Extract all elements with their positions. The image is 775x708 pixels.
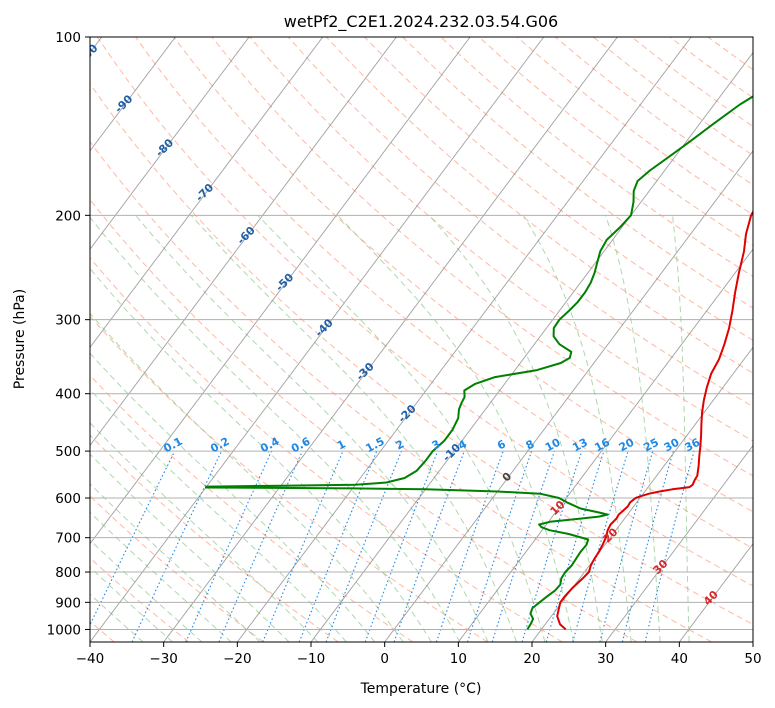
y-axis: 1000 900 800 700 600 500 400 300 200 100 bbox=[47, 30, 90, 638]
y-tick-label: 100 bbox=[55, 30, 81, 46]
plot-area: 0.10.20.40.611.52346810131620253036-100-… bbox=[72, 37, 753, 642]
moist-adiabat-line bbox=[428, 214, 603, 642]
mixing-ratio-line bbox=[364, 450, 439, 642]
x-tick-label: 40 bbox=[671, 651, 688, 667]
mixing-ratio-line bbox=[621, 450, 674, 642]
dry-adiabat-line bbox=[90, 257, 563, 642]
mixing-ratio-line bbox=[572, 450, 629, 642]
line-labels: 0.10.20.40.611.52346810131620253036-100-… bbox=[72, 41, 721, 608]
moist-adiabat-line bbox=[90, 422, 319, 642]
y-tick-label: 500 bbox=[55, 444, 81, 460]
mixing-ratio-label: 10 bbox=[543, 436, 563, 455]
mixing-ratio-label: 30 bbox=[662, 436, 682, 455]
pressure-gridlines bbox=[90, 37, 753, 630]
moist-adiabat-line bbox=[522, 215, 632, 642]
moist-adiabat-line bbox=[337, 214, 575, 642]
isotherm-line bbox=[90, 37, 324, 349]
isotherm-line bbox=[163, 37, 618, 642]
dry-adiabat-line bbox=[402, 37, 753, 309]
x-tick-label: −40 bbox=[76, 651, 105, 667]
mixing-ratio-line bbox=[218, 450, 303, 642]
x-tick-label: 30 bbox=[597, 651, 614, 667]
moist-adiabat-line bbox=[90, 566, 173, 642]
plot-frame bbox=[89, 36, 754, 643]
isotherm-line bbox=[531, 346, 753, 642]
dry-adiabat-line bbox=[90, 198, 638, 642]
dry-adiabat-line bbox=[90, 83, 753, 625]
y-tick-label: 800 bbox=[55, 565, 81, 581]
mixing-ratio-label: 36 bbox=[683, 436, 703, 455]
x-tick-label: −30 bbox=[149, 651, 178, 667]
x-tick-label: 0 bbox=[380, 651, 389, 667]
moist-adiabat-line bbox=[90, 216, 461, 642]
moist-adiabat-line bbox=[90, 593, 144, 642]
mixing-ratio-line bbox=[435, 450, 504, 642]
moist-adiabat-line bbox=[90, 539, 203, 642]
isotherm-line bbox=[90, 37, 545, 642]
x-tick-label: −20 bbox=[223, 651, 252, 667]
isotherm-line bbox=[90, 37, 397, 447]
dry-adiabat-line bbox=[90, 140, 712, 642]
isotherm-line bbox=[90, 37, 250, 250]
temperature-line bbox=[556, 209, 753, 631]
isotherm-line bbox=[90, 37, 471, 545]
y-tick-label: 400 bbox=[55, 387, 81, 403]
dry-adiabat-line bbox=[364, 37, 753, 341]
mixing-ratio-line bbox=[491, 450, 555, 642]
moist-adiabat-line bbox=[605, 215, 661, 642]
y-tick-label: 900 bbox=[55, 595, 81, 611]
dry-adiabat-line bbox=[173, 37, 753, 513]
dry-adiabat-line bbox=[96, 37, 753, 587]
moist-adiabat-line bbox=[90, 267, 432, 642]
y-axis-label: Pressure (hPa) bbox=[12, 289, 28, 389]
dry-adiabat-line bbox=[211, 37, 753, 477]
isotherm-line bbox=[384, 150, 753, 642]
x-tick-label: 10 bbox=[450, 651, 467, 667]
mixing-ratio-line bbox=[545, 450, 605, 642]
y-tick-label: 300 bbox=[55, 313, 81, 329]
moist-adiabat-line bbox=[90, 483, 261, 642]
moist-adiabat-line bbox=[90, 388, 347, 642]
moist-adiabat-line bbox=[672, 215, 690, 642]
mixing-ratio-label: 13 bbox=[570, 436, 590, 455]
x-tick-label: −10 bbox=[297, 651, 326, 667]
mixing-ratio-label: 25 bbox=[641, 436, 661, 455]
isotherms bbox=[90, 37, 753, 642]
mixing-ratio-line bbox=[466, 450, 533, 642]
y-tick-label: 200 bbox=[55, 208, 81, 224]
y-tick-label: 1000 bbox=[47, 622, 81, 638]
x-tick-label: 50 bbox=[744, 651, 761, 667]
dry-adiabat-line bbox=[249, 37, 753, 442]
isotherm-line bbox=[605, 444, 753, 642]
isotherm-line bbox=[90, 37, 176, 152]
sounding-series bbox=[204, 95, 753, 631]
mixing-ratio-line bbox=[298, 450, 378, 642]
x-axis-label: Temperature (°C) bbox=[360, 681, 482, 697]
moist-adiabat-line bbox=[90, 312, 404, 642]
mixing-ratio-label: 20 bbox=[617, 436, 637, 455]
y-tick-label: 700 bbox=[55, 531, 81, 547]
mixing-ratio-line bbox=[325, 450, 403, 642]
isotherm-line bbox=[310, 51, 753, 642]
chart-title: wetPf2_C2E1.2024.232.03.54.G06 bbox=[284, 12, 558, 32]
mixing-ratio-line bbox=[599, 450, 654, 642]
mixing-ratio-lines bbox=[90, 450, 695, 642]
x-tick-label: 20 bbox=[523, 651, 540, 667]
y-tick-label: 600 bbox=[55, 491, 81, 507]
mixing-ratio-line bbox=[262, 450, 344, 642]
isotherm-line bbox=[457, 248, 753, 642]
mixing-ratio-label: 16 bbox=[592, 436, 612, 455]
x-axis: −40 −30 −20 −10 0 10 20 30 40 50 bbox=[76, 642, 762, 667]
moist-adiabat-line bbox=[90, 352, 376, 642]
isotherm-label: -100 bbox=[72, 41, 101, 70]
mixing-ratio-line bbox=[185, 450, 273, 642]
dry-adiabat-line bbox=[90, 374, 414, 642]
dewpoint-line bbox=[204, 95, 753, 630]
moist-adiabat-line bbox=[257, 214, 546, 642]
mixing-ratio-line bbox=[90, 450, 176, 627]
isotherm-line bbox=[236, 37, 692, 642]
mixing-ratio-line bbox=[521, 450, 583, 642]
